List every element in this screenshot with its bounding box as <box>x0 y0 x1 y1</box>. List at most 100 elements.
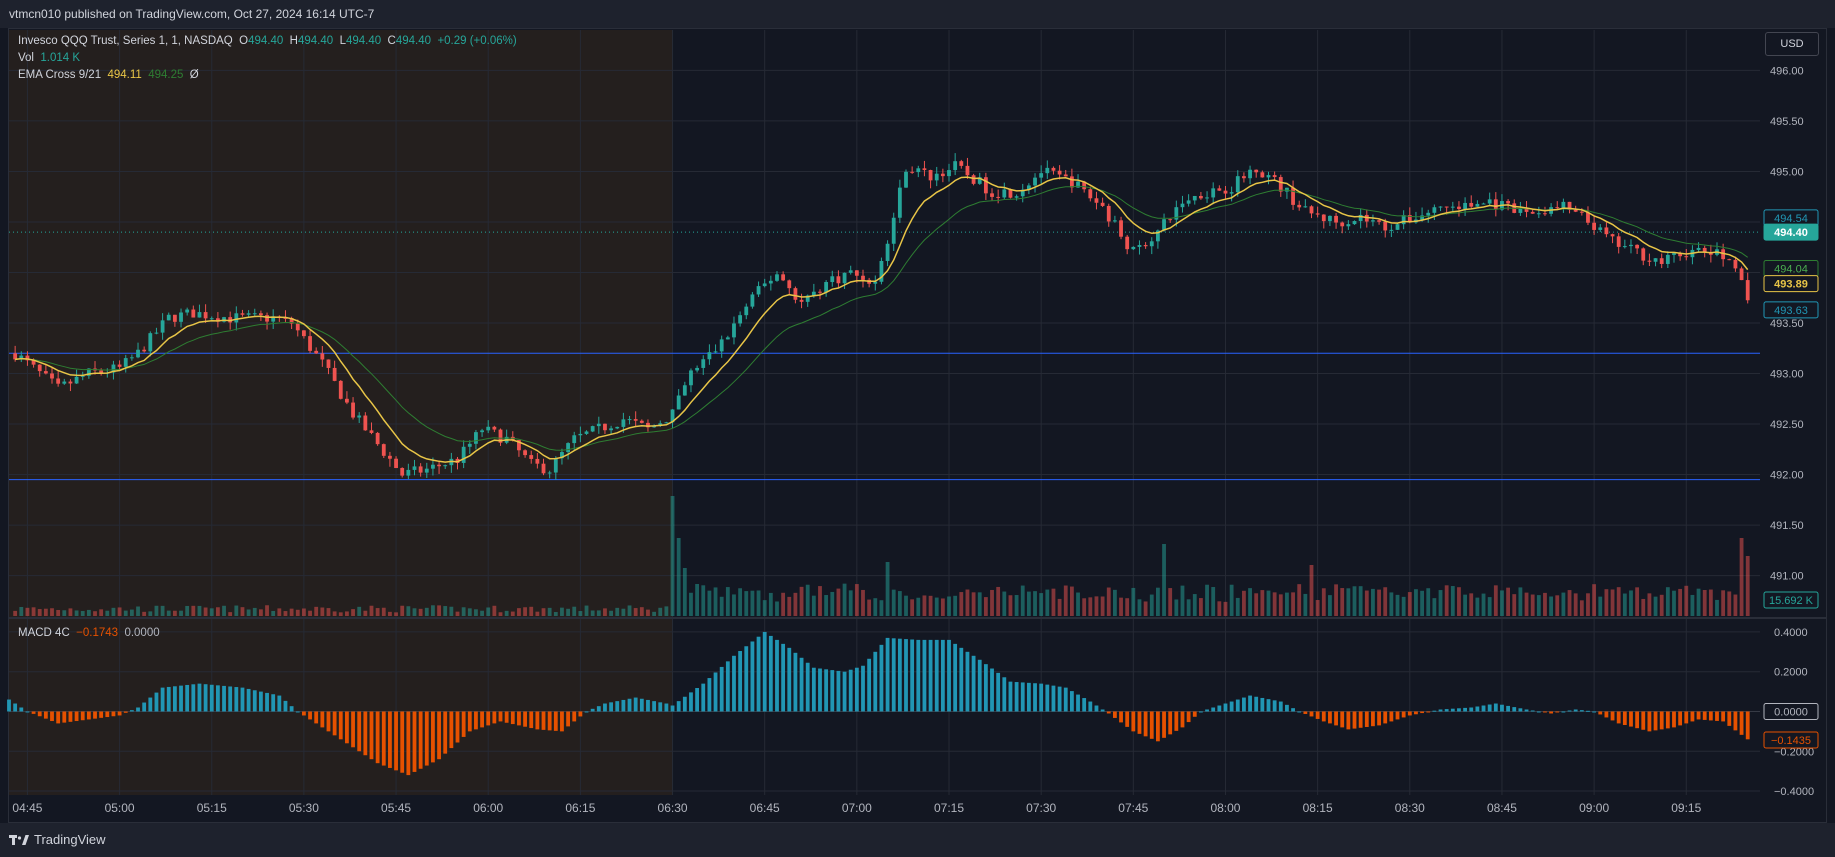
candle[interactable] <box>1063 174 1068 177</box>
candle[interactable] <box>123 358 128 367</box>
candle[interactable] <box>1426 212 1431 216</box>
candle[interactable] <box>1026 185 1031 190</box>
candle[interactable] <box>1057 170 1062 175</box>
candle[interactable] <box>209 318 214 320</box>
candle[interactable] <box>1266 175 1271 178</box>
candle[interactable] <box>707 352 712 360</box>
candle[interactable] <box>1155 230 1160 242</box>
candle[interactable] <box>480 430 484 433</box>
candle[interactable] <box>394 458 398 469</box>
volume-label[interactable]: Vol <box>18 52 34 64</box>
candle[interactable] <box>1536 213 1541 215</box>
candle[interactable] <box>1297 204 1302 208</box>
candle[interactable] <box>1149 241 1154 247</box>
candle[interactable] <box>111 364 116 373</box>
candle[interactable] <box>283 317 288 319</box>
candle[interactable] <box>338 380 343 399</box>
candle[interactable] <box>1543 213 1547 215</box>
candle[interactable] <box>584 431 589 434</box>
candle[interactable] <box>1481 203 1486 205</box>
candle[interactable] <box>1475 203 1480 207</box>
candle[interactable] <box>1082 181 1087 190</box>
candle[interactable] <box>1235 176 1240 193</box>
candle[interactable] <box>676 395 681 410</box>
candle[interactable] <box>172 314 177 322</box>
candle[interactable] <box>830 276 835 283</box>
candle[interactable] <box>148 333 153 352</box>
candle[interactable] <box>1321 214 1326 222</box>
candle[interactable] <box>1309 206 1314 214</box>
candle[interactable] <box>234 313 239 323</box>
candle[interactable] <box>922 168 927 171</box>
candle[interactable] <box>904 171 908 188</box>
candle[interactable] <box>1051 167 1056 171</box>
candle[interactable] <box>1315 213 1320 215</box>
candle[interactable] <box>418 466 423 473</box>
candle[interactable] <box>381 444 386 456</box>
candle[interactable] <box>160 320 165 333</box>
candle[interactable] <box>136 349 140 358</box>
candle[interactable] <box>388 455 392 459</box>
candle[interactable] <box>443 465 448 467</box>
candle[interactable] <box>1629 244 1633 247</box>
candle[interactable] <box>1530 211 1535 214</box>
candle[interactable] <box>1395 224 1400 230</box>
candle[interactable] <box>953 161 958 171</box>
candle[interactable] <box>762 283 767 287</box>
candle[interactable] <box>461 446 466 463</box>
candle[interactable] <box>1598 227 1603 230</box>
candle[interactable] <box>940 173 945 177</box>
candle[interactable] <box>1248 169 1252 179</box>
candle[interactable] <box>615 426 620 429</box>
candle[interactable] <box>1002 189 1007 198</box>
candle[interactable] <box>37 364 42 372</box>
candle[interactable] <box>1008 189 1013 198</box>
candle[interactable] <box>928 170 933 181</box>
candle[interactable] <box>897 187 902 218</box>
candle[interactable] <box>1039 173 1044 178</box>
candle[interactable] <box>596 423 601 427</box>
candle[interactable] <box>1665 254 1670 264</box>
candle[interactable] <box>664 422 669 424</box>
candle[interactable] <box>1561 201 1566 209</box>
candle[interactable] <box>523 450 527 456</box>
candle[interactable] <box>1229 192 1234 194</box>
candle[interactable] <box>560 452 564 459</box>
candle[interactable] <box>670 409 675 423</box>
candle[interactable] <box>369 430 374 433</box>
candle[interactable] <box>1340 222 1345 227</box>
candle[interactable] <box>781 274 786 281</box>
candle[interactable] <box>50 373 54 379</box>
candle[interactable] <box>1119 220 1123 237</box>
candle[interactable] <box>1604 227 1609 235</box>
candle[interactable] <box>1745 280 1750 301</box>
candle[interactable] <box>265 315 269 322</box>
candle[interactable] <box>609 428 614 431</box>
candle[interactable] <box>1278 177 1283 192</box>
candle[interactable] <box>1438 206 1443 208</box>
symbol-name[interactable]: Invesco QQQ Trust, Series 1, 1, NASDAQ <box>18 35 233 47</box>
candle[interactable] <box>240 313 245 315</box>
candle[interactable] <box>990 193 994 197</box>
candle[interactable] <box>1635 244 1640 249</box>
candle[interactable] <box>1131 246 1136 250</box>
candle[interactable] <box>86 368 91 376</box>
candle[interactable] <box>302 330 306 337</box>
candle[interactable] <box>836 276 841 284</box>
candle[interactable] <box>215 318 220 322</box>
candle[interactable] <box>258 313 263 316</box>
candle[interactable] <box>1352 221 1357 225</box>
candle[interactable] <box>56 378 61 384</box>
candle[interactable] <box>1579 211 1584 213</box>
candle[interactable] <box>129 357 134 359</box>
ema-label[interactable]: EMA Cross 9/21 <box>18 69 102 81</box>
candle[interactable] <box>572 435 577 444</box>
candle[interactable] <box>1137 245 1142 247</box>
candle[interactable] <box>1162 219 1166 231</box>
candle[interactable] <box>1678 253 1683 257</box>
candle[interactable] <box>725 337 730 340</box>
candle[interactable] <box>848 270 853 273</box>
candle[interactable] <box>1696 247 1701 250</box>
candle[interactable] <box>1094 198 1099 203</box>
candle[interactable] <box>1106 205 1111 222</box>
